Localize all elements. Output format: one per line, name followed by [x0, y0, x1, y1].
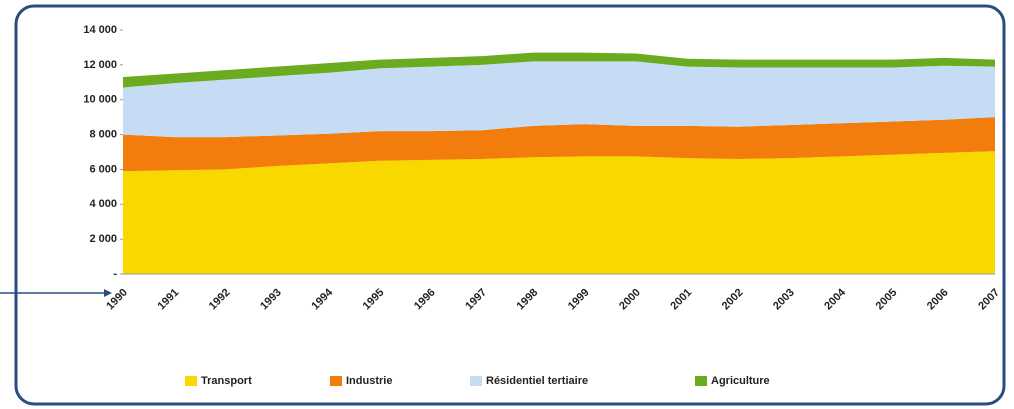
- legend-swatch: [470, 376, 482, 386]
- y-tick-label: 8 000: [89, 128, 117, 140]
- arrow-head: [104, 289, 112, 297]
- area: [123, 151, 995, 274]
- legend-label: Industrie: [346, 375, 392, 387]
- y-tick-label: 14 000: [83, 24, 117, 36]
- y-tick-label: 2 000: [89, 233, 117, 245]
- y-tick-label: -: [113, 268, 117, 280]
- legend-swatch: [185, 376, 197, 386]
- legend-swatch: [330, 376, 342, 386]
- legend-label: Transport: [201, 375, 252, 387]
- legend-label: Agriculture: [711, 375, 770, 387]
- y-tick-label: 4 000: [89, 198, 117, 210]
- y-tick-label: 10 000: [83, 94, 117, 106]
- area: [123, 117, 995, 172]
- y-tick-label: 12 000: [83, 59, 117, 71]
- area: [123, 61, 995, 138]
- area: [123, 52, 995, 88]
- y-tick-label: 6 000: [89, 163, 117, 175]
- legend-swatch: [695, 376, 707, 386]
- legend-label: Résidentiel tertiaire: [486, 375, 588, 387]
